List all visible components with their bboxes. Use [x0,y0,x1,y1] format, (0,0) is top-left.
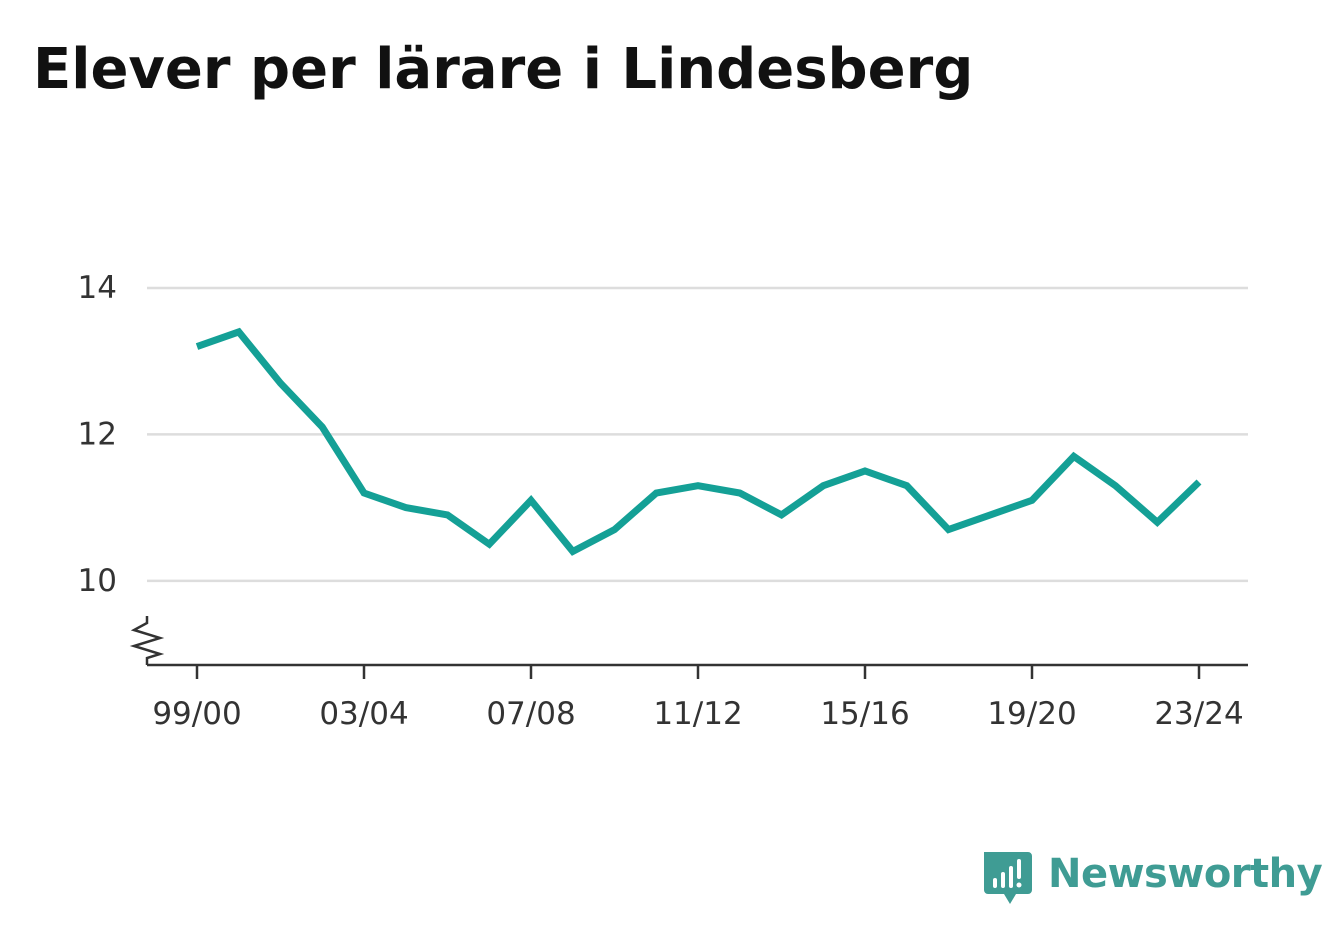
series-line [195,327,1202,556]
grid-lines [147,286,1248,583]
data-point [1112,482,1119,489]
newsworthy-logo-icon[interactable] [980,848,1040,912]
y-tick-label: 14 [78,270,117,306]
series-layer [194,327,1203,556]
data-point [736,489,743,496]
data-point [361,489,368,496]
y-tick-label: 10 [78,563,117,599]
data-point [569,548,576,555]
x-tick-label: 19/20 [987,696,1076,732]
data-point [778,511,785,518]
data-point [528,497,535,504]
x-tick-label: 07/08 [486,696,575,732]
data-point [1196,478,1203,485]
y-axis-break [129,616,165,665]
x-tick-label: 23/24 [1154,696,1243,732]
data-point [444,511,451,518]
data-point [987,511,994,518]
data-point [695,482,702,489]
chart-axes: 10 12 14 99/00 03/04 07/08 11/12 15/16 19/20 23/2… [78,270,1248,732]
chart-title: Elever per lärare i Lindesberg [33,37,974,102]
data-point [277,380,284,387]
data-point [862,468,869,475]
y-tick-label: 12 [78,416,117,452]
data-point [319,424,326,431]
data-point [1070,453,1077,460]
data-point [820,482,827,489]
data-point [486,541,493,548]
data-point [945,526,952,533]
x-tick-label: 03/04 [319,696,408,732]
data-point [903,482,910,489]
x-tick-label: 99/00 [152,696,241,732]
x-tick-label: 11/12 [653,696,742,732]
data-point [611,526,618,533]
data-point [653,489,660,496]
data-point [402,504,409,511]
data-point [1154,519,1161,526]
data-point [1029,497,1036,504]
data-point [235,328,242,335]
x-tick-label: 15/16 [820,696,909,732]
brand-name[interactable]: Newsworthy [1048,851,1322,897]
data-point [194,343,201,350]
